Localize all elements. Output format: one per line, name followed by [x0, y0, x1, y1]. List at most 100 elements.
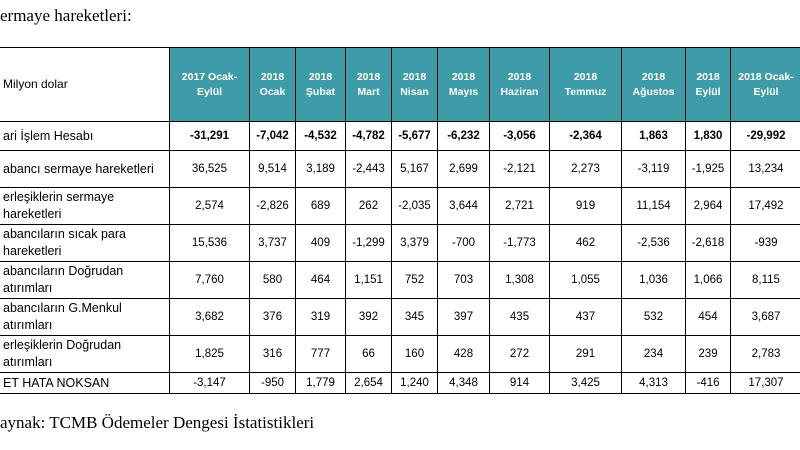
- value-cell: -2,443: [345, 150, 392, 188]
- value-cell: -1,925: [685, 150, 731, 188]
- value-cell: 454: [685, 298, 731, 336]
- value-cell: 11,154: [621, 187, 686, 225]
- column-header: 2018 Mayıs: [437, 47, 490, 122]
- value-cell: 345: [391, 298, 438, 336]
- value-cell: -2,826: [249, 187, 296, 225]
- row-label: erleşiklerin sermaye hareketleri: [0, 187, 170, 225]
- value-cell: 437: [549, 298, 622, 336]
- value-cell: -2,618: [685, 224, 731, 262]
- row-label: abancıların Doğrudan atırımları: [0, 261, 170, 299]
- value-cell: 17,307: [730, 372, 800, 394]
- value-cell: -6,232: [437, 121, 490, 151]
- value-cell: 464: [295, 261, 346, 299]
- value-cell: -1,773: [489, 224, 550, 262]
- value-cell: -3,056: [489, 121, 550, 151]
- value-cell: 3,425: [549, 372, 622, 394]
- value-cell: 160: [391, 335, 438, 373]
- value-cell: 376: [249, 298, 296, 336]
- table-row: abancıların sıcak para hareketleri 15,536…: [0, 224, 800, 262]
- value-cell: 262: [345, 187, 392, 225]
- value-cell: 2,574: [169, 187, 250, 225]
- value-cell: 15,536: [169, 224, 250, 262]
- value-cell: 914: [489, 372, 550, 394]
- value-cell: 392: [345, 298, 392, 336]
- value-cell: 777: [295, 335, 346, 373]
- value-cell: 8,115: [730, 261, 800, 299]
- value-cell: 17,492: [730, 187, 800, 225]
- value-cell: -2,364: [549, 121, 622, 151]
- value-cell: -29,992: [730, 121, 800, 151]
- value-cell: -3,147: [169, 372, 250, 394]
- row-label: abancıların sıcak para hareketleri: [0, 224, 170, 262]
- value-cell: -939: [730, 224, 800, 262]
- value-cell: 3,379: [391, 224, 438, 262]
- value-cell: 234: [621, 335, 686, 373]
- value-cell: -2,121: [489, 150, 550, 188]
- value-cell: -7,042: [249, 121, 296, 151]
- table-row: abancıların Doğrudan atırımları 7,760 580 4…: [0, 261, 800, 299]
- row-label: ari İşlem Hesabı: [0, 121, 170, 151]
- table-row: ET HATA NOKSAN -3,147 -950 1,779 2,654 1,240 4…: [0, 372, 800, 394]
- value-cell: 2,964: [685, 187, 731, 225]
- table-row: erleşiklerin Doğrudan atırımları 1,825 316…: [0, 335, 800, 373]
- value-cell: 1,825: [169, 335, 250, 373]
- value-cell: 1,308: [489, 261, 550, 299]
- value-cell: -2,035: [391, 187, 438, 225]
- value-cell: 3,737: [249, 224, 296, 262]
- value-cell: -416: [685, 372, 731, 394]
- value-cell: 66: [345, 335, 392, 373]
- column-header: 2017 Ocak-Eylül: [169, 47, 250, 122]
- row-label: abancıların G.Menkul atırımları: [0, 298, 170, 336]
- value-cell: -1,299: [345, 224, 392, 262]
- header-row: Milyon dolar 2017 Ocak-Eylül 2018 Ocak 201…: [0, 47, 800, 122]
- column-header: 2018 Ocak: [249, 47, 296, 122]
- value-cell: -31,291: [169, 121, 250, 151]
- value-cell: 580: [249, 261, 296, 299]
- value-cell: 1,066: [685, 261, 731, 299]
- value-cell: 239: [685, 335, 731, 373]
- row-label: ET HATA NOKSAN: [0, 372, 170, 394]
- data-table: Milyon dolar 2017 Ocak-Eylül 2018 Ocak 201…: [0, 47, 800, 394]
- value-cell: -700: [437, 224, 490, 262]
- value-cell: 689: [295, 187, 346, 225]
- value-cell: -2,536: [621, 224, 686, 262]
- value-cell: 1,779: [295, 372, 346, 394]
- value-cell: -5,677: [391, 121, 438, 151]
- value-cell: 1,240: [391, 372, 438, 394]
- value-cell: 36,525: [169, 150, 250, 188]
- value-cell: 3,687: [730, 298, 800, 336]
- page-title: ermaye hareketleri:: [0, 6, 132, 25]
- value-cell: 1,151: [345, 261, 392, 299]
- value-cell: 428: [437, 335, 490, 373]
- value-cell: 409: [295, 224, 346, 262]
- value-cell: 1,863: [621, 121, 686, 151]
- column-header: 2018 Ocak-Eylül: [730, 47, 800, 122]
- row-label: erleşiklerin Doğrudan atırımları: [0, 335, 170, 373]
- table-row: abancı sermaye hareketleri 36,525 9,514 3,1…: [0, 150, 800, 188]
- value-cell: 462: [549, 224, 622, 262]
- value-cell: 1,036: [621, 261, 686, 299]
- value-cell: 1,055: [549, 261, 622, 299]
- column-header: 2018 Temmuz: [549, 47, 622, 122]
- value-cell: 7,760: [169, 261, 250, 299]
- value-cell: 4,348: [437, 372, 490, 394]
- value-cell: 397: [437, 298, 490, 336]
- row-label: abancı sermaye hareketleri: [0, 150, 170, 188]
- column-header: 2018 Şubat: [295, 47, 346, 122]
- table-row: abancıların G.Menkul atırımları 3,682 376 3…: [0, 298, 800, 336]
- value-cell: 435: [489, 298, 550, 336]
- value-cell: 2,783: [730, 335, 800, 373]
- value-cell: 2,699: [437, 150, 490, 188]
- value-cell: 316: [249, 335, 296, 373]
- column-header: 2018 Haziran: [489, 47, 550, 122]
- value-cell: 919: [549, 187, 622, 225]
- value-cell: 3,189: [295, 150, 346, 188]
- value-cell: 3,682: [169, 298, 250, 336]
- value-cell: 1,830: [685, 121, 731, 151]
- value-cell: 532: [621, 298, 686, 336]
- column-header: 2018 Eylül: [685, 47, 731, 122]
- value-cell: -4,532: [295, 121, 346, 151]
- value-cell: 2,273: [549, 150, 622, 188]
- source-note: aynak: TCMB Ödemeler Dengesi İstatistikl…: [0, 413, 315, 432]
- value-cell: 752: [391, 261, 438, 299]
